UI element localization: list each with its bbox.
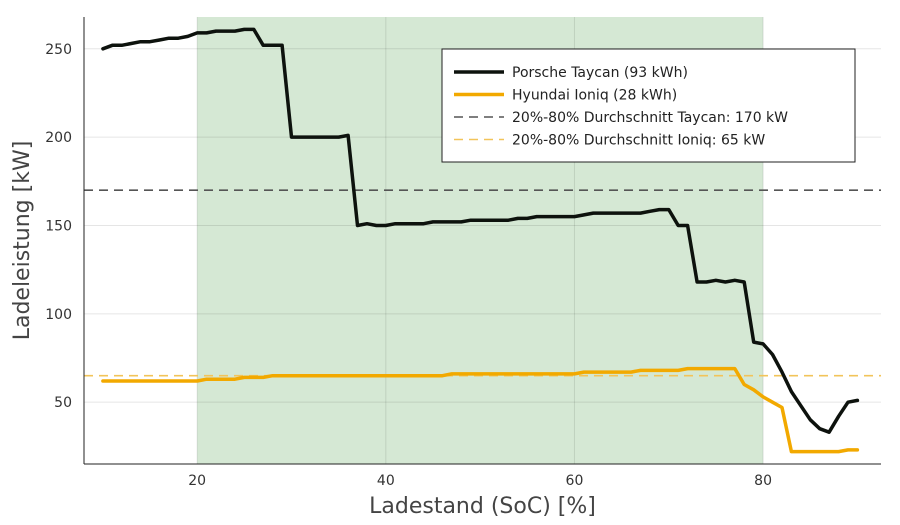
x-tick-label: 60 <box>566 473 584 489</box>
series-line-0 <box>101 27 860 434</box>
legend-label: 20%-80% Durchschnitt Ioniq: 65 kW <box>512 133 765 149</box>
legend-box <box>441 48 856 163</box>
legend-label: Hyundai Ioniq (28 kWh) <box>512 88 677 104</box>
series-line-1 <box>101 366 860 454</box>
y-axis-label: Ladeleistung [kW] <box>10 141 35 341</box>
y-tick-label: 150 <box>45 218 72 234</box>
y-tick-label: 250 <box>45 42 72 58</box>
x-axis-label: Ladestand (SoC) [%] <box>369 494 596 519</box>
x-tick-label: 20 <box>188 473 206 489</box>
x-tick-label: 40 <box>377 473 395 489</box>
legend-label: 20%-80% Durchschnitt Taycan: 170 kW <box>512 110 788 126</box>
y-tick-label: 100 <box>45 307 72 323</box>
legend: Porsche Taycan (93 kWh) Hyundai Ioniq (28… <box>441 48 856 163</box>
y-tick-label: 50 <box>54 395 72 411</box>
x-tick-label: 80 <box>754 473 772 489</box>
legend-label: Porsche Taycan (93 kWh) <box>512 65 688 81</box>
y-tick-label: 200 <box>45 130 72 146</box>
